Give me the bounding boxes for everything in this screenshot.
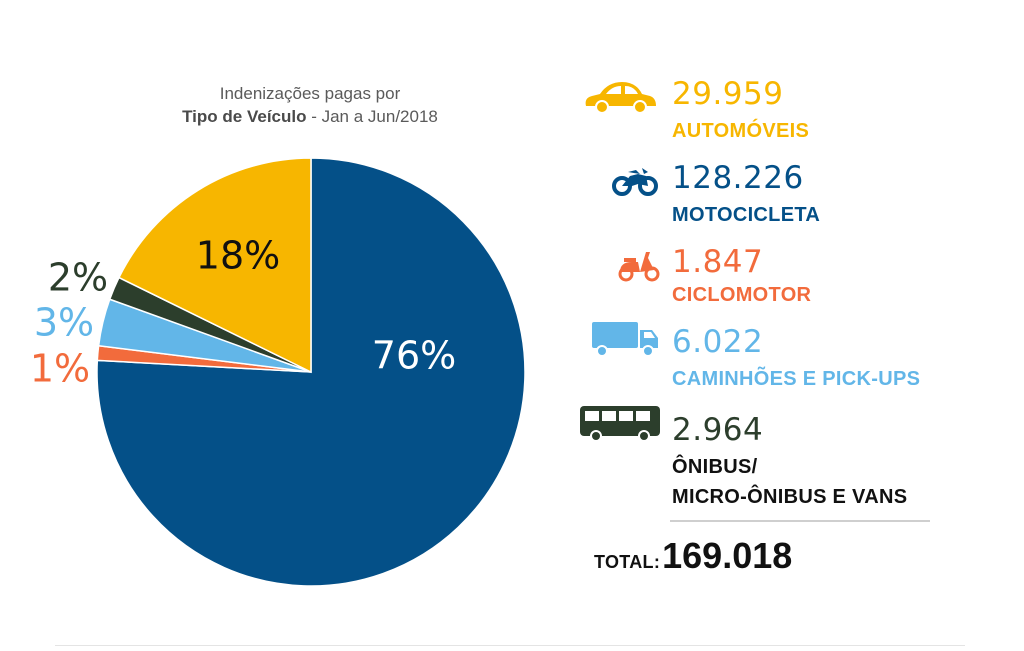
pie-label-4: 18% (196, 234, 280, 278)
legend-value-ciclomotor: 1.847 (672, 244, 764, 280)
legend-value-onibus: 2.964 (672, 412, 764, 448)
scooter-icon (618, 252, 660, 282)
car-icon (585, 82, 656, 114)
bus-icon (580, 406, 660, 442)
pie-label-2: 3% (34, 301, 94, 345)
legend-label-automoveis: AUTOMÓVEIS (672, 120, 810, 142)
legend-value-automoveis: 29.959 (672, 76, 784, 112)
legend-divider (670, 520, 930, 522)
pie-label-1: 1% (30, 347, 90, 391)
pie-label-0: 76% (372, 334, 456, 378)
legend-value-motocicleta: 128.226 (672, 160, 804, 196)
chart-title-rest: - Jan a Jun/2018 (306, 107, 438, 126)
total-value: 169.018 (662, 535, 793, 576)
legend-label-caminhoes: CAMINHÕES E PICK-UPS (672, 368, 921, 390)
legend-label-onibus-line2: MICRO-ÔNIBUS E VANS (672, 486, 908, 508)
pie-slice-4 (117, 157, 312, 374)
bottom-rule (55, 645, 965, 646)
chart-title-line1: Indenizações pagas por (219, 84, 401, 103)
legend-label-motocicleta: MOTOCICLETA (672, 204, 821, 226)
legend-label-ciclomotor: CICLOMOTOR (672, 284, 812, 306)
pie-slice-0 (96, 157, 526, 587)
motorcycle-icon (612, 168, 658, 196)
total: TOTAL:169.018 (594, 535, 792, 577)
chart-title-bold: Tipo de Veículo (182, 107, 307, 126)
legend-value-caminhoes: 6.022 (672, 324, 764, 360)
chart-title-line2: Tipo de Veículo - Jan a Jun/2018 (130, 105, 490, 128)
pie-label-3: 2% (48, 256, 108, 300)
chart-title: Indenizações pagas por Tipo de Veículo -… (130, 82, 490, 128)
legend-label-onibus-line1: ÔNIBUS/ (672, 456, 758, 478)
truck-icon (592, 322, 658, 357)
total-label: TOTAL: (594, 552, 661, 572)
